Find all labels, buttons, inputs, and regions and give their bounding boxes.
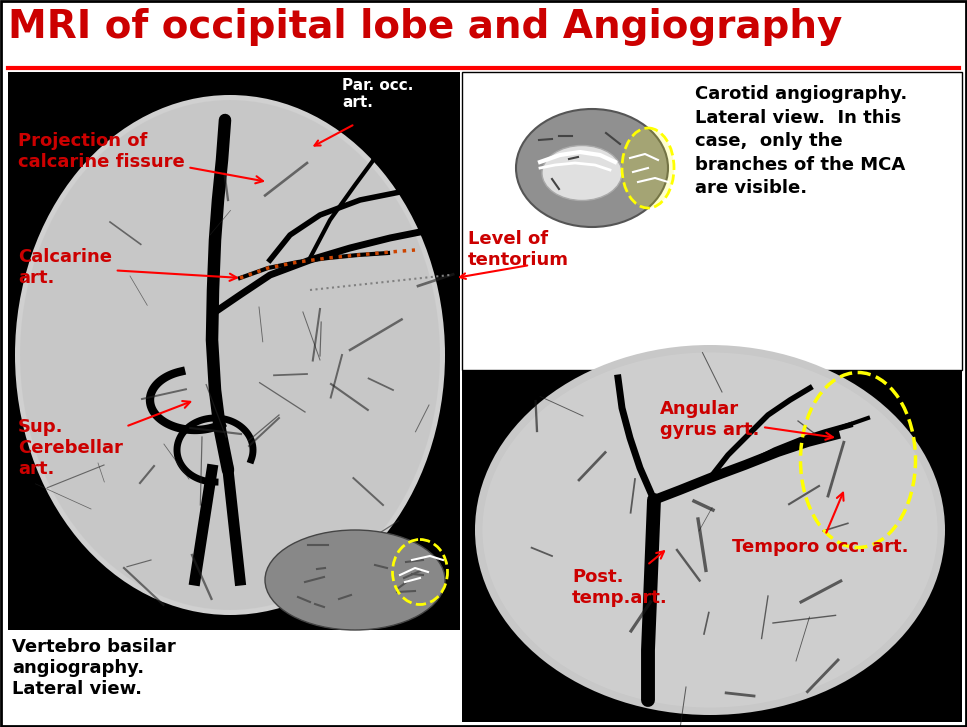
Bar	[522, 82, 687, 227]
Text: Par. occ.
art.: Par. occ. art.	[342, 78, 413, 111]
Text: Calcarine
art.: Calcarine art.	[18, 248, 237, 286]
Ellipse shape	[265, 530, 445, 630]
Ellipse shape	[475, 345, 945, 715]
Bar	[338, 76, 433, 124]
Ellipse shape	[542, 145, 622, 201]
Text: Temporo occ. art.: Temporo occ. art.	[732, 493, 909, 556]
Text: Vertebro basilar
angiography.
Lateral view.: Vertebro basilar angiography. Lateral vi…	[12, 638, 176, 698]
Ellipse shape	[15, 95, 445, 615]
Ellipse shape	[516, 109, 668, 227]
Ellipse shape	[622, 128, 674, 208]
Text: Carotid angiography.
Lateral view.  In this
case,  only the
branches of the MCA
: Carotid angiography. Lateral view. In th…	[695, 85, 907, 198]
Ellipse shape	[483, 353, 937, 707]
Text: Projection of
calcarine fissure: Projection of calcarine fissure	[18, 132, 263, 183]
Text: MRI of occipital lobe and Angiography: MRI of occipital lobe and Angiography	[8, 8, 842, 46]
Bar	[8, 72, 460, 630]
Text: Post.
temp.art.: Post. temp.art.	[572, 551, 668, 607]
Bar	[462, 72, 962, 370]
Text: Sup.
Cerebellar
art.: Sup. Cerebellar art.	[18, 401, 190, 478]
Text: Level of
tentorium: Level of tentorium	[468, 230, 569, 269]
Text: Angular
gyrus art.: Angular gyrus art.	[660, 400, 833, 440]
Bar	[462, 370, 962, 722]
Ellipse shape	[20, 100, 440, 610]
